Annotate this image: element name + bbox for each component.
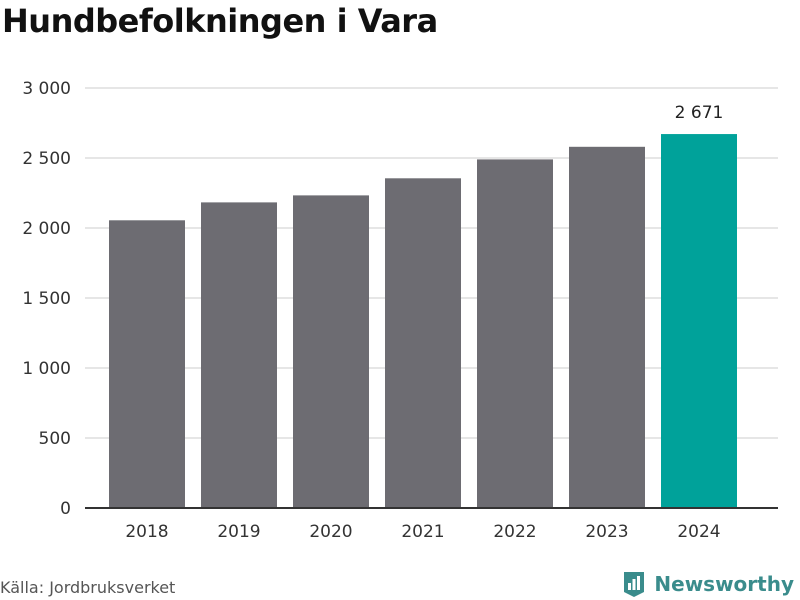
bar-2021 — [385, 178, 461, 509]
x-tick-label: 2022 — [493, 522, 536, 542]
brand-logo: Newsworthy — [622, 570, 794, 598]
bar-2020 — [293, 195, 369, 508]
bar-2022 — [477, 159, 553, 508]
chart-title: Hundbefolkningen i Vara — [2, 2, 438, 40]
x-tick-label: 2021 — [401, 522, 444, 542]
bar-2023 — [569, 146, 645, 509]
bar-2024 — [661, 134, 737, 508]
y-tick-label: 2 000 — [22, 219, 71, 239]
y-tick-label: 0 — [60, 499, 71, 519]
bar-2018 — [109, 220, 185, 509]
x-tick-label: 2024 — [677, 522, 720, 542]
data-label: 2 671 — [675, 103, 724, 123]
x-tick-label: 2023 — [585, 522, 628, 542]
y-tick-label: 1 000 — [22, 359, 71, 379]
y-tick-label: 1 500 — [22, 289, 71, 309]
y-tick-label: 3 000 — [22, 79, 71, 99]
x-tick-label: 2018 — [125, 522, 168, 542]
bar-2019 — [201, 202, 277, 508]
x-tick-label: 2020 — [309, 522, 352, 542]
x-tick-label: 2019 — [217, 522, 260, 542]
y-tick-label: 500 — [39, 429, 71, 449]
newsworthy-logo-icon — [624, 572, 645, 597]
source-note: Källa: Jordbruksverket — [0, 578, 176, 597]
brand-name: Newsworthy — [654, 572, 794, 596]
y-tick-label: 2 500 — [22, 149, 71, 169]
